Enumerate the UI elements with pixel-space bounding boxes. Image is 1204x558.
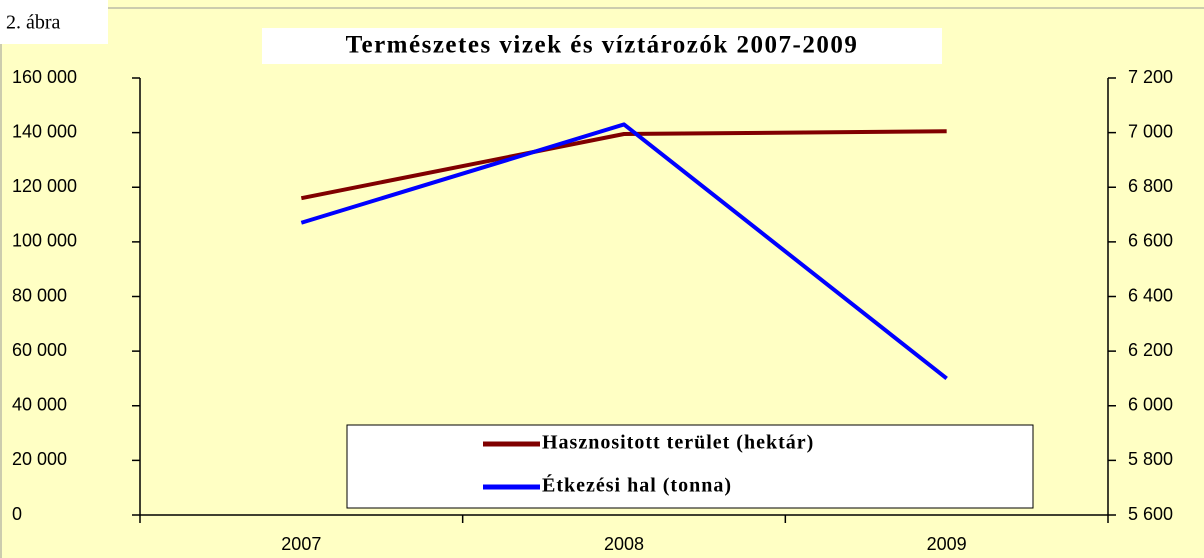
y-tick-label: 140 000 [12,121,77,141]
legend-label: Étkezési hal (tonna) [542,474,732,497]
x-tick-label: 2009 [927,534,967,554]
y2-tick-label: 6 200 [1128,340,1173,360]
figure-label: 2. ábra [6,12,61,34]
y-tick-label: 60 000 [12,340,67,360]
y-tick-label: 20 000 [12,449,67,469]
y2-tick-label: 5 800 [1128,449,1173,469]
y-tick-label: 120 000 [12,176,77,196]
legend-label: Hasznositott terület (hektár) [542,432,814,454]
y2-tick-label: 6 000 [1128,395,1173,415]
label-box [0,0,108,44]
series-line [300,129,947,201]
y2-tick-label: 6 400 [1128,285,1173,305]
y2-tick-label: 7 000 [1128,121,1173,141]
title-box [262,28,942,64]
y2-tick-label: 7 200 [1128,67,1173,87]
legend-box [346,424,1034,509]
x-tick-label: 2007 [281,534,321,554]
y-tick-label: 100 000 [12,231,77,251]
x-tick-label: 2008 [604,534,644,554]
y2-tick-label: 6 800 [1128,176,1173,196]
y2-tick-label: 5 600 [1128,504,1173,524]
y-tick-label: 80 000 [12,285,67,305]
y2-tick-label: 6 600 [1128,231,1173,251]
chart-title: Természetes vizek és víztározók 2007-200… [346,32,859,59]
y-tick-label: 160 000 [12,67,77,87]
series-line [300,122,948,381]
y-tick-label: 40 000 [12,395,67,415]
y-tick-label: 0 [12,504,22,524]
